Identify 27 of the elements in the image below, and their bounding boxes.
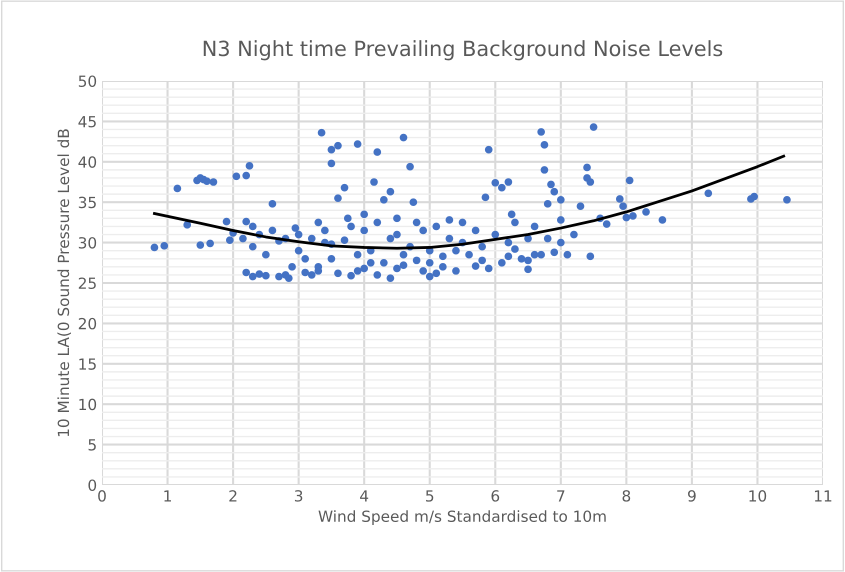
line-series [153,154,786,250]
y-tick-label: 20 [78,318,96,330]
x-tick-label: 3 [294,490,302,502]
x-tick-label: 6 [491,490,500,502]
y-tick-label: 40 [78,156,96,168]
y-tick-label: 25 [78,277,96,290]
y-tick-label: 35 [78,196,96,208]
x-tick-label: 8 [622,490,630,502]
x-tick-label: 0 [98,490,106,502]
y-tick-label: 50 [78,75,96,88]
y-tick-label: 15 [79,358,96,370]
chart-title: N3 Night time Prevailing Background Noise Levels [204,40,722,60]
x-tick-label: 1 [164,490,171,502]
y-tick-label: 0 [88,479,96,492]
x-tick-label: 11 [814,490,832,502]
x-tick-label: 7 [557,490,564,502]
x-tick-label: 9 [688,490,696,502]
x-tick-label: 2 [229,490,236,502]
y-tick-label: 10 [79,398,96,410]
x-tick-label: 10 [749,490,766,502]
y-tick-label: 30 [78,237,96,249]
y-tick-label: 45 [78,116,96,128]
y-axis-title: 10 Minute LA(0 Sound Pressure Level dB [57,129,71,436]
x-tick-label: 4 [360,490,368,502]
x-axis-title: Wind Speed m/s Standardised to 10m [318,510,606,525]
y-tick-label: 5 [88,439,96,451]
x-tick-label: 5 [426,490,434,502]
